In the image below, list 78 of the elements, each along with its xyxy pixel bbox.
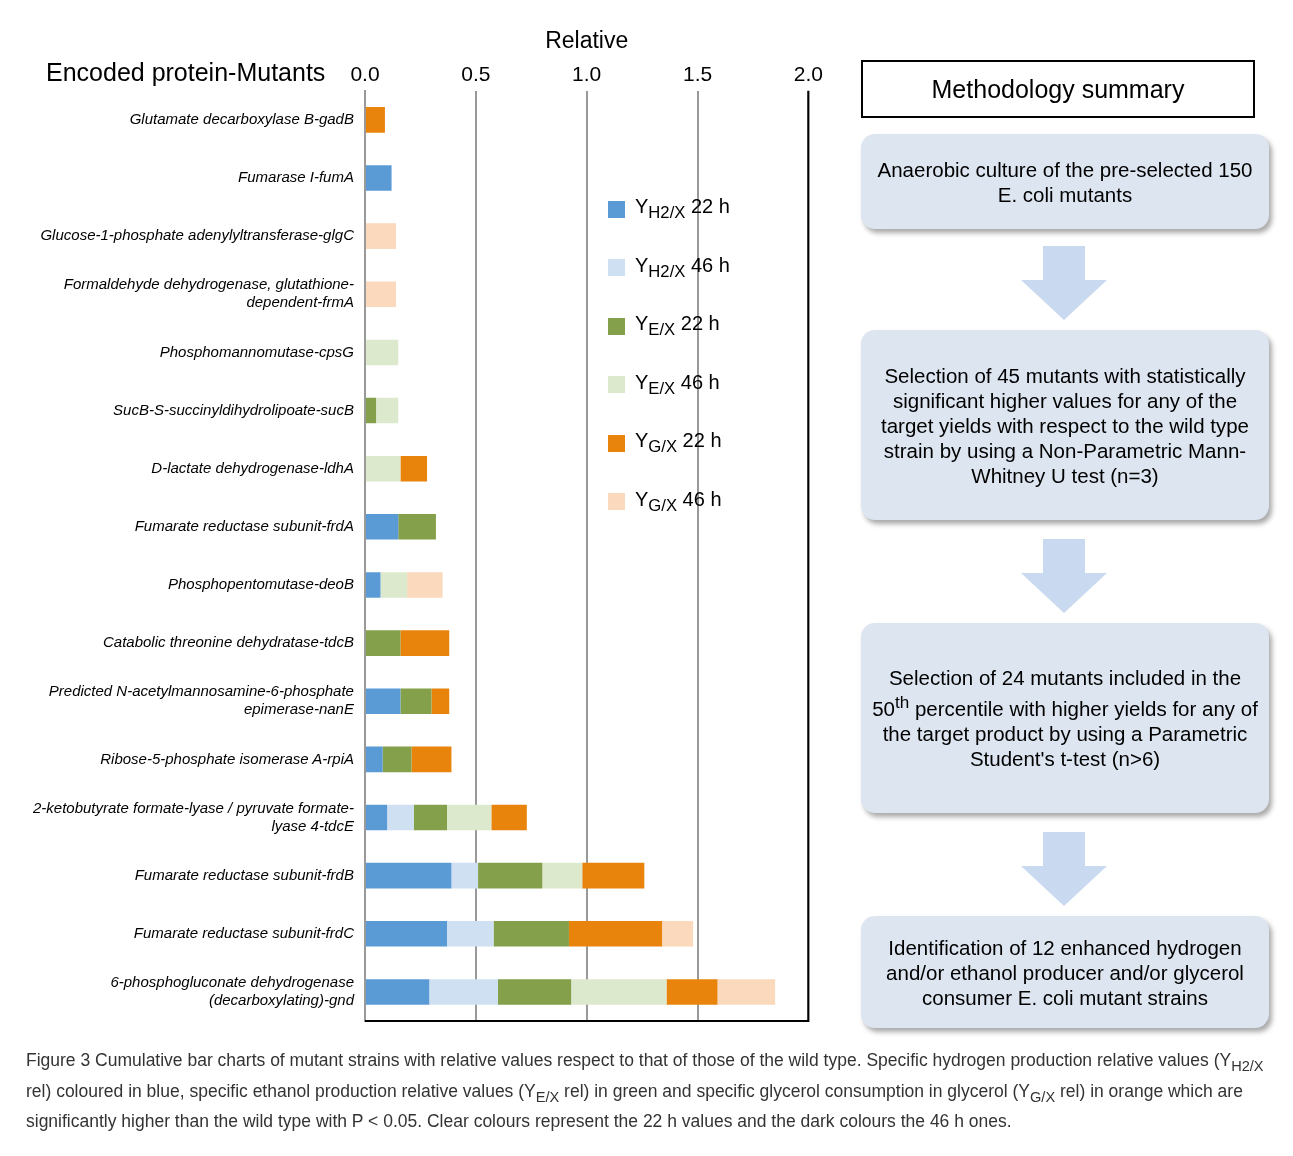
legend-label: Y$_{H2/X}$ 22 h [635, 195, 730, 224]
legend-label: Y$_{G/X}$ 22 h [635, 429, 722, 458]
bar [568, 921, 663, 947]
bar [447, 804, 492, 831]
bar [400, 455, 428, 482]
text: Anaerobic culture of the pre-selected 150 E. coli mutants [876, 156, 1254, 207]
y-tick-label: Predicted N-acetylmannosamine-6-phosphate epimerase-nanE [48, 682, 355, 718]
y-tick-label: 2-ketobutyrate formate-lyase / pyruvate formate-lyase 4-tdcE [31, 798, 355, 834]
bar [493, 921, 569, 947]
y-tick-label: Glucose-1-phosphate adenylyltransferase-glgC [40, 226, 355, 244]
bar [429, 979, 498, 1005]
y-tick-label: 6-phosphogluconate dehydrogenase (decarboxylating)-gnd [110, 973, 355, 1009]
legend-label: Y$_{H2/X}$ 46 h [635, 253, 730, 282]
bar [491, 804, 527, 831]
x-tick-label: 2.0 [793, 62, 824, 85]
bar [365, 107, 385, 133]
bar [365, 339, 399, 366]
y-tick-label: Phosphomannomutase-cpsG [159, 342, 355, 360]
x-axis-title: Relative [545, 27, 629, 54]
y-tick-label: D-lactate dehydrogenase-ldhA [151, 458, 354, 476]
bar [498, 979, 572, 1005]
bar [407, 572, 443, 598]
bar [387, 804, 414, 831]
y-tick-label: Glutamate decarboxylase B-gadB [129, 110, 354, 128]
x-tick-label: 0.0 [350, 62, 380, 85]
bar [365, 514, 399, 540]
bar [365, 397, 377, 424]
bar [365, 455, 401, 482]
bar [365, 165, 392, 191]
bar [365, 979, 430, 1005]
bar [447, 921, 494, 947]
y-tick-label: Formaldehyde dehydrogenase, glutathione-dependent-frmA [63, 275, 354, 311]
bar [542, 862, 583, 889]
bar [365, 630, 401, 656]
bar [478, 862, 543, 889]
bar [365, 572, 381, 598]
bar [666, 979, 718, 1005]
bar [376, 397, 399, 424]
x-tick-label: 1.0 [572, 62, 602, 85]
y-tick-label: SucB-S-succinyldihydrolipoate-sucB [113, 400, 354, 418]
bar [380, 572, 408, 598]
bar [382, 746, 412, 773]
bar [451, 862, 479, 889]
text: Identification of 12 enhanced hydrogen and/or ethanol producer and/or glycerol consumer E. coli mutant strains [885, 934, 1245, 1010]
bar [400, 630, 450, 656]
y-tick-label: Fumarate reductase subunit-frdB [134, 865, 354, 883]
bar [365, 281, 397, 308]
y-tick-label: Fumarate reductase subunit-frdA [134, 517, 354, 534]
text: Methodology summary [861, 60, 1255, 118]
x-tick-label: 1.5 [682, 62, 713, 85]
bar [365, 223, 397, 249]
bar [365, 746, 383, 773]
text: Selection of 45 mutants with statistically significant higher values for any of the target yields with respect to the wild type strain by using a Non-Parametric Mann-Whitney U test (n=3) [879, 362, 1250, 488]
bar [365, 862, 452, 889]
bar [717, 979, 776, 1005]
bar [571, 979, 667, 1005]
bar [411, 746, 452, 773]
y-tick-label: Ribose-5-phosphate isomerase A-rpiA [100, 749, 354, 767]
text: Figure 3 Cumulative bar charts of mutant strains with relative values respect to that of those of the wild type. Specific hydrogen production relative values (Y$_{H2/X}$ rel) coloured in blue, specific ethanol production relative values (Y$_{E/X}$ rel) in green and specific glycerol consumption in glycerol (Y$_{G/X}$ rel) in orange which are significantly higher than the wild type with P < 0.05. Clear colours represent the 22 h values and the dark colours the 46 h ones. [26, 1050, 1264, 1131]
y-tick-label: Fumarase I-fumA [238, 168, 354, 186]
bar [400, 688, 432, 715]
bar [582, 862, 645, 889]
y-axis-title: Encoded protein-Mutants [46, 58, 326, 87]
bar [662, 921, 694, 947]
bar [365, 804, 388, 831]
legend-label: Y$_{E/X}$ 46 h [635, 370, 720, 399]
x-tick-label: 0.5 [461, 62, 491, 85]
y-tick-label: Catabolic threonine dehydratase-tdcB [102, 633, 354, 651]
bar [431, 688, 450, 715]
text: Selection of 24 mutants included in the 50$^{th}$ percentile with higher yields for any of the target product by using a Parametric Student's t-test (n>6) [871, 665, 1259, 771]
y-tick-label: Phosphopentomutase-deoB [167, 575, 354, 593]
bar [365, 921, 448, 947]
legend-label: Y$_{E/X}$ 22 h [635, 312, 720, 341]
bar [413, 804, 448, 831]
bar [365, 688, 401, 715]
legend-label: Y$_{G/X}$ 46 h [635, 487, 722, 516]
bar [398, 514, 436, 540]
y-tick-label: Fumarate reductase subunit-frdC [133, 923, 355, 941]
